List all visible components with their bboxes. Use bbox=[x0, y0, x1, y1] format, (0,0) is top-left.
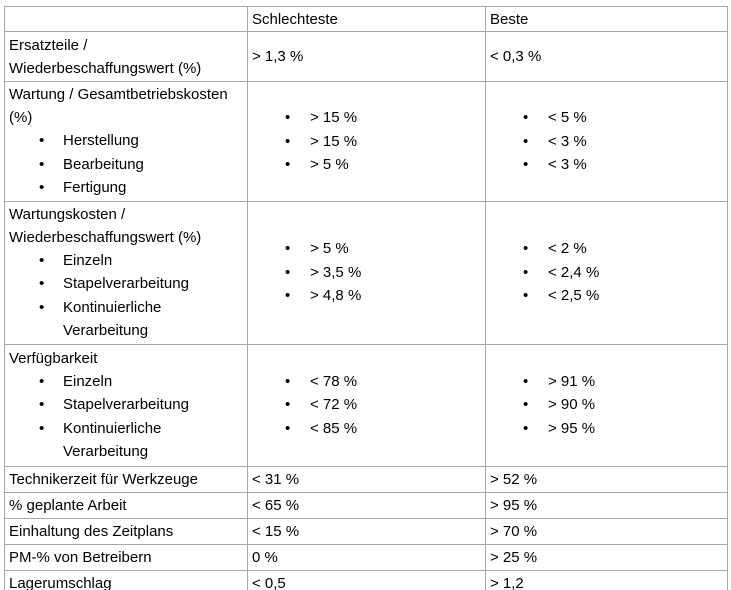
bullet-item: < 2,4 % bbox=[490, 261, 723, 285]
worst-value-list: < 78 % < 72 % < 85 % bbox=[252, 370, 481, 441]
best-value-cell: > 1,2 bbox=[485, 569, 728, 590]
bullet-item: < 3 % bbox=[490, 130, 723, 154]
metric-label-cell: Lagerumschlag bbox=[4, 569, 248, 590]
bullet-item: < 2,5 % bbox=[490, 284, 723, 308]
metric-label-cell: Einhaltung des Zeitplans bbox=[4, 517, 248, 545]
worst-value-list: > 5 % > 3,5 % > 4,8 % bbox=[252, 237, 481, 308]
bullet-item: Einzeln bbox=[9, 249, 221, 273]
worst-value-cell: < 31 % bbox=[247, 465, 486, 493]
best-value-cell: > 91 % > 90 % > 95 % bbox=[485, 343, 728, 467]
bullet-item: Stapelverarbeitung bbox=[9, 393, 221, 417]
worst-value-cell: > 15 % > 15 % > 5 % bbox=[247, 81, 486, 202]
bullet-item: < 3 % bbox=[490, 153, 723, 177]
bullet-item: > 91 % bbox=[490, 370, 723, 394]
metric-sublist: Einzeln Stapelverarbeitung Kontinuierlic… bbox=[9, 370, 243, 464]
bullet-item: Einzeln bbox=[9, 370, 221, 394]
bullet-item: < 72 % bbox=[252, 393, 481, 417]
bullet-item: > 4,8 % bbox=[252, 284, 481, 308]
worst-value-cell: > 5 % > 3,5 % > 4,8 % bbox=[247, 200, 486, 345]
best-value-cell: > 25 % bbox=[485, 543, 728, 571]
header-row: Schlechteste Beste bbox=[4, 6, 728, 32]
metric-label-cell: % geplante Arbeit bbox=[4, 491, 248, 519]
table-row: Lagerumschlag < 0,5 > 1,2 bbox=[4, 569, 728, 590]
best-value-cell: < 2 % < 2,4 % < 2,5 % bbox=[485, 200, 728, 345]
bullet-item: > 5 % bbox=[252, 153, 481, 177]
metric-label-cell: Verfügbarkeit Einzeln Stapelverarbeitung… bbox=[4, 343, 248, 467]
metric-sublist: Einzeln Stapelverarbeitung Kontinuierlic… bbox=[9, 249, 243, 343]
best-value-cell: > 70 % bbox=[485, 517, 728, 545]
metric-title-line: Verfügbarkeit bbox=[9, 349, 98, 367]
bullet-item: Herstellung bbox=[9, 129, 221, 153]
table-row: PM-% von Betreibern 0 % > 25 % bbox=[4, 543, 728, 571]
metric-label-line: Wiederbeschaffungswert (%) bbox=[9, 59, 202, 77]
best-value-cell: > 52 % bbox=[485, 465, 728, 493]
table-row: Verfügbarkeit Einzeln Stapelverarbeitung… bbox=[4, 343, 728, 467]
worst-value-cell: > 1,3 % bbox=[247, 31, 486, 82]
metric-title-line: Wartung / Gesamtbetriebskosten bbox=[9, 86, 228, 103]
bullet-item: > 95 % bbox=[490, 417, 723, 441]
best-value-list: < 5 % < 3 % < 3 % bbox=[490, 106, 723, 177]
metric-title-line: Wartungskosten / bbox=[9, 205, 126, 223]
bullet-item: Bearbeitung bbox=[9, 153, 221, 177]
worst-value-cell: 0 % bbox=[247, 543, 486, 571]
bullet-item: Fertigung bbox=[9, 176, 221, 200]
bullet-item: > 3,5 % bbox=[252, 261, 481, 285]
table-row: Ersatzteile / Wiederbeschaffungswert (%)… bbox=[4, 31, 728, 82]
worst-value-list: > 15 % > 15 % > 5 % bbox=[252, 106, 481, 177]
worst-value-cell: < 65 % bbox=[247, 491, 486, 519]
header-best: Beste bbox=[485, 6, 728, 32]
bullet-item: Kontinuierliche Verarbeitung bbox=[9, 296, 221, 343]
metric-label-cell: Ersatzteile / Wiederbeschaffungswert (%) bbox=[4, 31, 248, 82]
bullet-item: > 5 % bbox=[252, 237, 481, 261]
header-worst: Schlechteste bbox=[247, 6, 486, 32]
metric-label-cell: PM-% von Betreibern bbox=[4, 543, 248, 571]
worst-value-cell: < 15 % bbox=[247, 517, 486, 545]
metric-label-cell: Technikerzeit für Werkzeuge bbox=[4, 465, 248, 493]
metric-label-cell: Wartungskosten / Wiederbeschaffungswert … bbox=[4, 200, 248, 345]
bullet-item: Kontinuierliche Verarbeitung bbox=[9, 417, 221, 464]
table-row: % geplante Arbeit < 65 % > 95 % bbox=[4, 491, 728, 519]
metric-label-cell: Wartung / Gesamtbetriebskosten (%) Herst… bbox=[4, 81, 248, 202]
bullet-item: < 2 % bbox=[490, 237, 723, 261]
bullet-item: > 90 % bbox=[490, 393, 723, 417]
bullet-item: Stapelverarbeitung bbox=[9, 272, 221, 296]
metric-title-line: Wiederbeschaffungswert (%) bbox=[9, 228, 202, 246]
best-value-cell: < 0,3 % bbox=[485, 31, 728, 82]
table-row: Technikerzeit für Werkzeuge < 31 % > 52 … bbox=[4, 465, 728, 493]
metric-label-line: Ersatzteile / bbox=[9, 36, 88, 54]
metrics-table: Schlechteste Beste Ersatzteile / Wiederb… bbox=[4, 6, 728, 590]
best-value-cell: < 5 % < 3 % < 3 % bbox=[485, 81, 728, 202]
bullet-item: > 15 % bbox=[252, 106, 481, 130]
bullet-item: < 5 % bbox=[490, 106, 723, 130]
header-empty-cell bbox=[4, 6, 248, 32]
table-row: Wartung / Gesamtbetriebskosten (%) Herst… bbox=[4, 81, 728, 202]
metric-sublist: Herstellung Bearbeitung Fertigung bbox=[9, 129, 243, 200]
bullet-item: > 15 % bbox=[252, 130, 481, 154]
table-row: Einhaltung des Zeitplans < 15 % > 70 % bbox=[4, 517, 728, 545]
worst-value-cell: < 78 % < 72 % < 85 % bbox=[247, 343, 486, 467]
metric-title-line: (%) bbox=[9, 109, 33, 126]
bullet-item: < 85 % bbox=[252, 417, 481, 441]
best-value-list: < 2 % < 2,4 % < 2,5 % bbox=[490, 237, 723, 308]
best-value-list: > 91 % > 90 % > 95 % bbox=[490, 370, 723, 441]
best-value-cell: > 95 % bbox=[485, 491, 728, 519]
bullet-item: < 78 % bbox=[252, 370, 481, 394]
table-row: Wartungskosten / Wiederbeschaffungswert … bbox=[4, 200, 728, 345]
worst-value-cell: < 0,5 bbox=[247, 569, 486, 590]
